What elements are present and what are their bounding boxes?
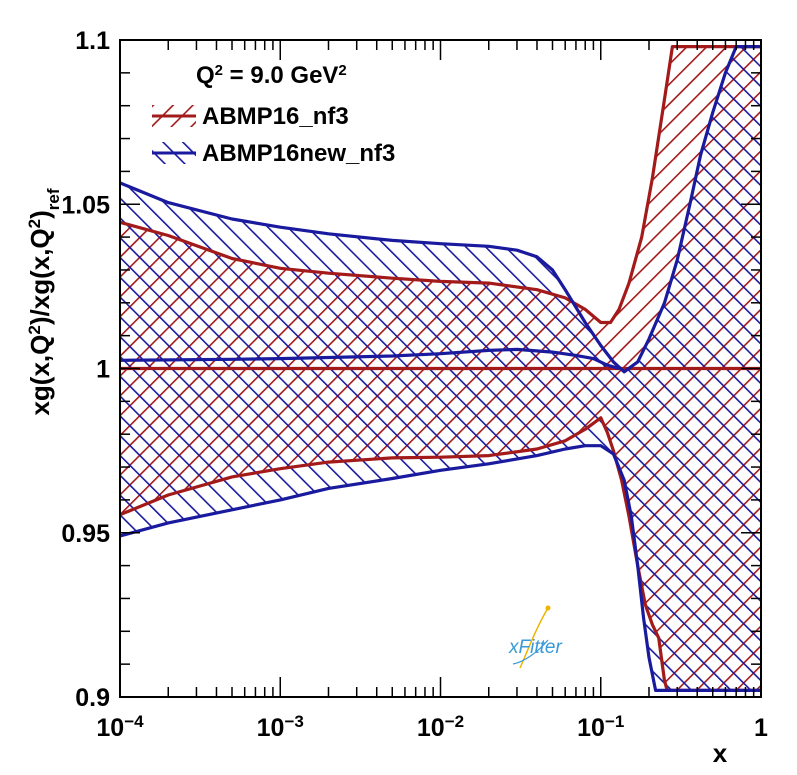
legend: ABMP16_nf3 ABMP16new_nf3 <box>152 103 395 167</box>
legend-label-abmp16-nf3: ABMP16_nf3 <box>202 103 349 130</box>
lower-line-abmp16-nf3 <box>120 416 761 692</box>
x-tick-label: 1 <box>754 714 768 742</box>
x-tick-label: 10−4 <box>96 712 144 743</box>
central-line-abmp16new-nf3 <box>120 347 620 371</box>
legend-swatch-abmp16-nf3 <box>152 105 196 127</box>
y-tick-labels: 0.9 0.95 1 1.05 1.1 <box>61 27 110 712</box>
x-tick-label: 10−2 <box>417 712 464 743</box>
legend-label-abmp16new-nf3: ABMP16new_nf3 <box>202 140 395 167</box>
y-axis-title: xg(x,Q2)/xg(x,Q2)ref <box>25 188 63 415</box>
x-tick-labels: 10−4 10−3 10−2 10−1 1 <box>96 712 768 743</box>
svg-text:xFitter: xFitter <box>508 637 562 658</box>
y-tick-label: 1 <box>96 356 110 384</box>
q2-annotation: Q2 = 9.0 GeV2 <box>196 62 347 90</box>
x-tick-label: 10−3 <box>257 712 304 743</box>
y-tick-label: 1.05 <box>61 191 110 219</box>
x-tick-label: 10−1 <box>577 712 624 743</box>
y-tick-label: 1.1 <box>75 27 110 55</box>
x-axis-title: x <box>713 738 728 768</box>
xfitter-logo: xFitter <box>508 605 562 669</box>
legend-swatch-abmp16new-nf3 <box>152 142 196 164</box>
y-tick-label: 0.95 <box>61 520 110 548</box>
axis-ticks <box>119 39 761 698</box>
y-tick-label: 0.9 <box>75 684 110 712</box>
upper-line-abmp16new-nf3 <box>120 45 761 374</box>
